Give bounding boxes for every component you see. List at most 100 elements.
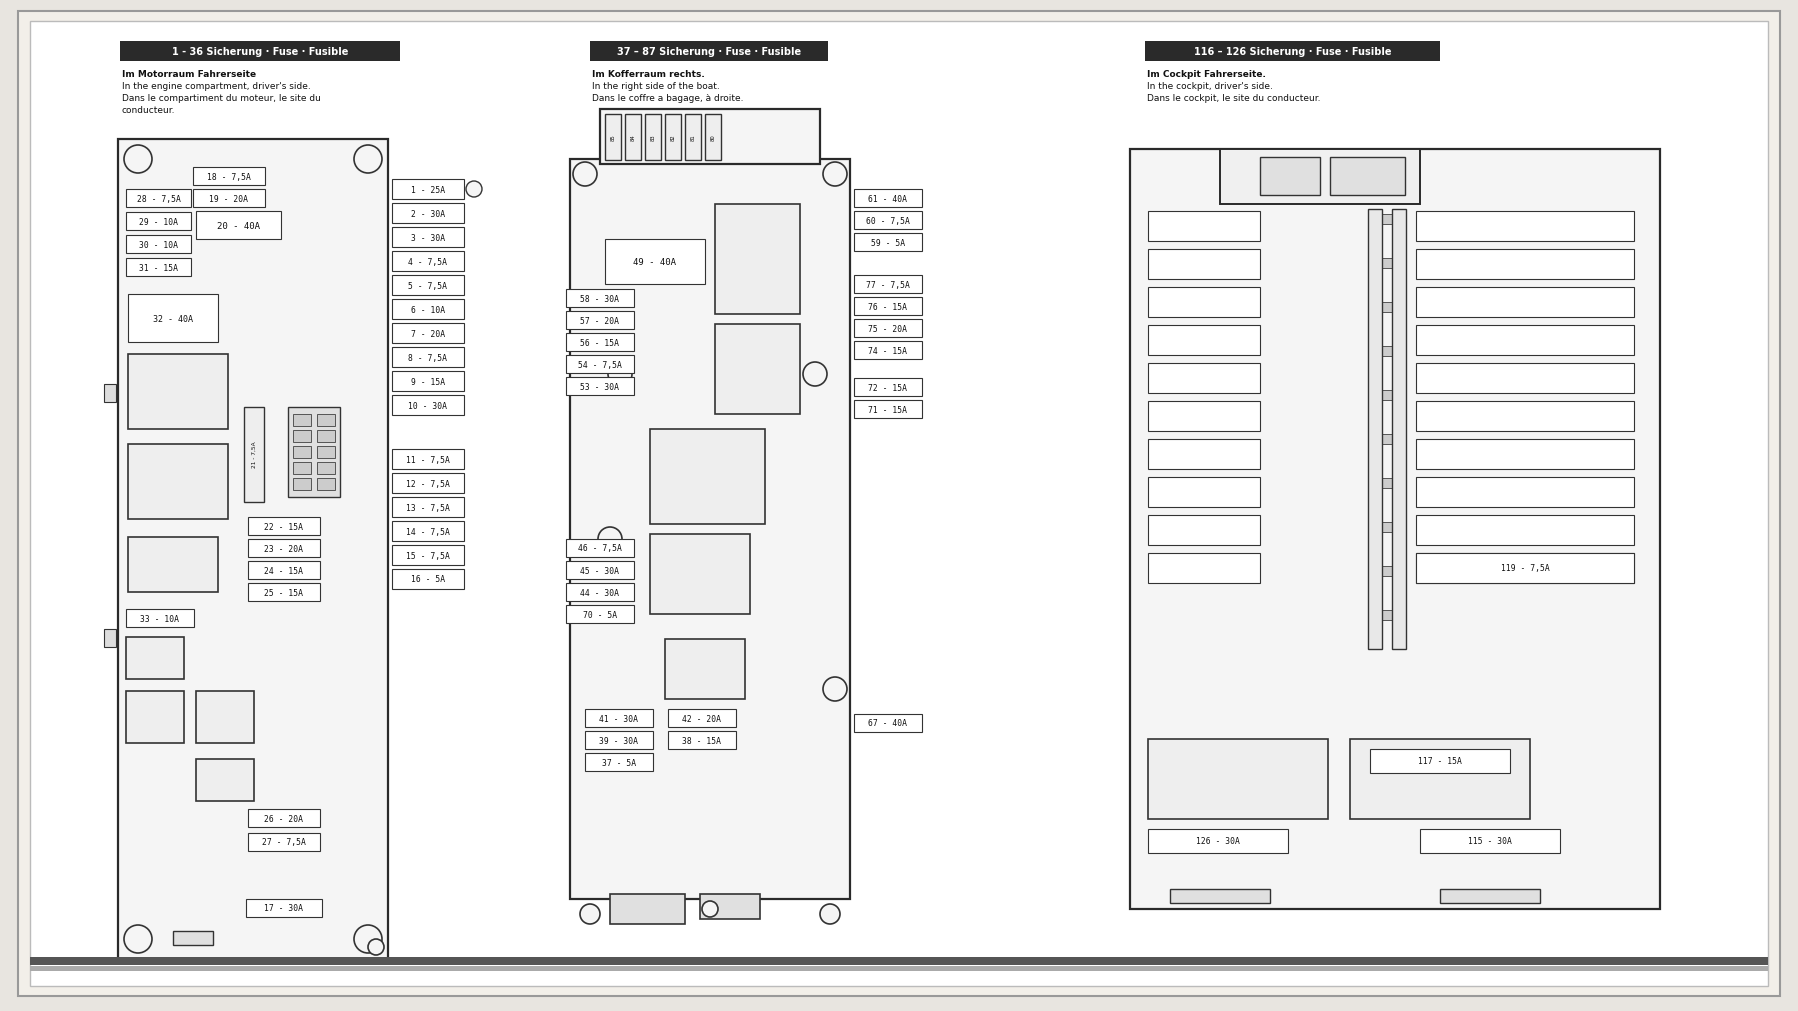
Text: 21 - 7,5A: 21 - 7,5A xyxy=(252,441,257,468)
Text: 60 - 7,5A: 60 - 7,5A xyxy=(865,216,910,225)
Bar xyxy=(128,295,218,343)
Circle shape xyxy=(822,163,847,187)
Bar xyxy=(126,637,183,679)
Bar xyxy=(566,311,633,330)
Text: 19 - 20A: 19 - 20A xyxy=(209,194,248,203)
Bar xyxy=(1147,326,1259,356)
Text: 39 - 30A: 39 - 30A xyxy=(599,736,638,745)
Bar xyxy=(1366,435,1406,445)
Text: Dans le cockpit, le site du conducteur.: Dans le cockpit, le site du conducteur. xyxy=(1147,94,1320,103)
Text: 56 - 15A: 56 - 15A xyxy=(581,338,619,347)
Text: conducteur.: conducteur. xyxy=(122,106,176,115)
Text: Dans le coffre a bagage, à droite.: Dans le coffre a bagage, à droite. xyxy=(592,94,743,103)
Bar xyxy=(584,731,653,749)
Bar xyxy=(1147,553,1259,583)
Bar xyxy=(1415,250,1633,280)
Bar xyxy=(1366,347,1406,357)
Text: 45 - 30A: 45 - 30A xyxy=(581,566,619,575)
Text: 26 - 20A: 26 - 20A xyxy=(264,814,304,823)
Bar xyxy=(126,692,183,743)
Text: 58 - 30A: 58 - 30A xyxy=(581,294,619,303)
Text: 11 - 7,5A: 11 - 7,5A xyxy=(406,455,450,464)
Circle shape xyxy=(820,904,840,924)
Bar xyxy=(1366,390,1406,400)
Bar xyxy=(699,894,759,919)
Text: 32 - 40A: 32 - 40A xyxy=(153,314,192,324)
Bar xyxy=(1147,829,1287,853)
Bar xyxy=(584,710,653,727)
Bar xyxy=(645,115,660,161)
Text: 30 - 10A: 30 - 10A xyxy=(138,241,178,250)
Text: 54 - 7,5A: 54 - 7,5A xyxy=(577,360,622,369)
Bar xyxy=(1415,553,1633,583)
Text: 37 – 87 Sicherung · Fuse · Fusible: 37 – 87 Sicherung · Fuse · Fusible xyxy=(617,47,800,57)
Bar xyxy=(126,212,191,231)
Bar xyxy=(566,561,633,579)
Bar xyxy=(1415,440,1633,469)
Bar xyxy=(667,710,735,727)
Bar xyxy=(714,205,800,314)
Bar xyxy=(392,450,464,469)
Text: 14 - 7,5A: 14 - 7,5A xyxy=(406,527,450,536)
Text: 49 - 40A: 49 - 40A xyxy=(633,258,676,267)
Bar xyxy=(1169,889,1269,903)
Bar xyxy=(1366,259,1406,269)
Text: 12 - 7,5A: 12 - 7,5A xyxy=(406,479,450,488)
Bar xyxy=(316,463,334,474)
Text: 117 - 15A: 117 - 15A xyxy=(1417,757,1462,765)
Text: 4 - 7,5A: 4 - 7,5A xyxy=(408,257,448,266)
Text: 9 - 15A: 9 - 15A xyxy=(410,377,444,386)
Bar xyxy=(1419,829,1559,853)
Text: 61 - 40A: 61 - 40A xyxy=(868,194,906,203)
Bar xyxy=(854,715,922,732)
Bar xyxy=(293,463,311,474)
Text: 115 - 30A: 115 - 30A xyxy=(1467,837,1510,845)
Text: 77 - 7,5A: 77 - 7,5A xyxy=(865,280,910,289)
Bar xyxy=(1147,250,1259,280)
Bar xyxy=(604,115,620,161)
Bar xyxy=(570,160,849,899)
Text: 1 - 36 Sicherung · Fuse · Fusible: 1 - 36 Sicherung · Fuse · Fusible xyxy=(173,47,349,57)
Text: 22 - 15A: 22 - 15A xyxy=(264,522,304,531)
Bar xyxy=(566,583,633,602)
Circle shape xyxy=(354,925,381,953)
Text: 15 - 7,5A: 15 - 7,5A xyxy=(406,551,450,560)
Bar xyxy=(126,259,191,277)
Bar xyxy=(667,731,735,749)
Bar xyxy=(316,447,334,459)
Circle shape xyxy=(701,901,717,917)
Bar xyxy=(392,372,464,391)
Text: 31 - 15A: 31 - 15A xyxy=(138,263,178,272)
Bar xyxy=(128,538,218,592)
Bar xyxy=(192,190,264,208)
Bar xyxy=(245,407,264,502)
Bar xyxy=(566,378,633,395)
Bar xyxy=(1415,326,1633,356)
Bar xyxy=(566,334,633,352)
Bar xyxy=(392,569,464,589)
Text: 81: 81 xyxy=(690,134,696,142)
Text: 41 - 30A: 41 - 30A xyxy=(599,714,638,723)
Bar xyxy=(196,692,254,743)
Text: 28 - 7,5A: 28 - 7,5A xyxy=(137,194,180,203)
Text: 20 - 40A: 20 - 40A xyxy=(218,221,261,231)
Bar xyxy=(566,290,633,307)
Text: 53 - 30A: 53 - 30A xyxy=(581,382,619,391)
Text: 2 - 30A: 2 - 30A xyxy=(410,209,444,218)
Bar xyxy=(566,606,633,624)
Bar xyxy=(128,355,228,430)
Bar xyxy=(1438,889,1539,903)
Text: 82: 82 xyxy=(671,134,674,142)
Text: 8 - 7,5A: 8 - 7,5A xyxy=(408,353,448,362)
Bar xyxy=(1366,210,1381,649)
Text: 13 - 7,5A: 13 - 7,5A xyxy=(406,503,450,512)
Bar xyxy=(1259,158,1320,196)
Bar xyxy=(248,540,320,557)
Text: 27 - 7,5A: 27 - 7,5A xyxy=(263,838,306,846)
Bar xyxy=(1219,150,1419,205)
Bar xyxy=(854,379,922,396)
Text: 5 - 7,5A: 5 - 7,5A xyxy=(408,281,448,290)
Bar xyxy=(316,415,334,427)
Bar xyxy=(392,299,464,319)
Bar xyxy=(1147,516,1259,546)
